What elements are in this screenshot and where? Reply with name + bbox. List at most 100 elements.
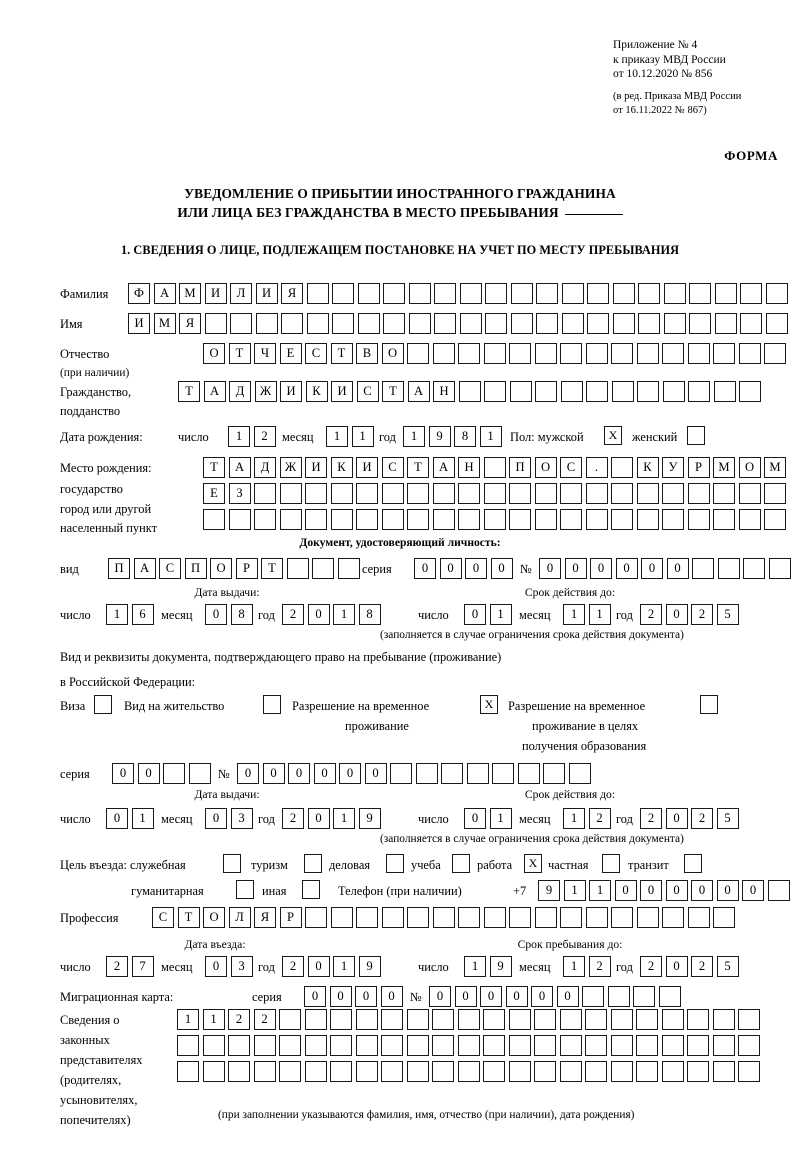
char-cell[interactable]: О	[203, 343, 225, 364]
char-cell[interactable]	[355, 1035, 378, 1056]
char-cell[interactable]: С	[560, 457, 582, 478]
char-cell[interactable]	[689, 313, 711, 334]
char-cell[interactable]	[459, 283, 482, 304]
char-cell[interactable]	[637, 381, 659, 402]
char-cell[interactable]	[509, 509, 531, 530]
char-cell[interactable]: 2	[253, 426, 276, 447]
char-cell[interactable]: 2	[691, 808, 713, 829]
char-cell[interactable]: 0	[464, 808, 486, 829]
char-cell[interactable]: С	[305, 343, 327, 364]
char-cell[interactable]: С	[152, 907, 174, 928]
char-cell[interactable]: Р	[235, 558, 258, 579]
char-cell[interactable]: 9	[358, 808, 381, 829]
char-cell[interactable]	[638, 313, 660, 334]
char-cell[interactable]: 0	[106, 808, 128, 829]
char-cell[interactable]: Я	[281, 283, 303, 304]
char-cell[interactable]	[279, 1061, 301, 1082]
legal-input-row-2[interactable]	[177, 1035, 760, 1056]
char-cell[interactable]	[381, 1009, 403, 1030]
char-cell[interactable]	[559, 1061, 582, 1082]
char-cell[interactable]	[587, 283, 609, 304]
char-cell[interactable]	[330, 483, 353, 504]
char-cell[interactable]	[610, 1061, 633, 1082]
char-cell[interactable]: 0	[691, 880, 713, 901]
char-cell[interactable]: Е	[279, 343, 302, 364]
char-cell[interactable]	[306, 283, 329, 304]
char-cell[interactable]: 0	[505, 986, 528, 1007]
char-cell[interactable]: Р	[279, 907, 302, 928]
char-cell[interactable]: Т	[228, 343, 251, 364]
char-cell[interactable]: Е	[203, 483, 225, 504]
char-cell[interactable]	[713, 509, 735, 530]
char-cell[interactable]: 0	[307, 604, 330, 625]
char-cell[interactable]: О	[738, 457, 761, 478]
purpose-study-checkbox[interactable]	[452, 854, 470, 873]
char-cell[interactable]: 1	[563, 880, 586, 901]
char-cell[interactable]: 0	[465, 558, 487, 579]
char-cell[interactable]	[357, 313, 380, 334]
char-cell[interactable]: 0	[329, 986, 352, 1007]
char-cell[interactable]	[713, 907, 735, 928]
char-cell[interactable]	[768, 558, 791, 579]
char-cell[interactable]	[458, 509, 480, 530]
char-cell[interactable]: 8	[358, 604, 381, 625]
char-cell[interactable]	[383, 313, 405, 334]
char-cell[interactable]: 0	[564, 558, 587, 579]
char-cell[interactable]: 1	[563, 956, 585, 977]
char-cell[interactable]	[560, 907, 582, 928]
char-cell[interactable]: С	[381, 457, 404, 478]
char-cell[interactable]	[687, 907, 710, 928]
char-cell[interactable]	[508, 1009, 531, 1030]
char-cell[interactable]: 0	[429, 986, 451, 1007]
char-cell[interactable]: П	[509, 457, 531, 478]
char-cell[interactable]	[561, 283, 584, 304]
char-cell[interactable]: 0	[716, 880, 739, 901]
char-cell[interactable]	[582, 986, 604, 1007]
char-cell[interactable]: 3	[230, 808, 253, 829]
char-cell[interactable]: 5	[716, 604, 739, 625]
char-cell[interactable]: 0	[237, 763, 259, 784]
char-cell[interactable]	[543, 763, 565, 784]
char-cell[interactable]	[689, 283, 711, 304]
char-cell[interactable]: 1	[228, 426, 250, 447]
char-cell[interactable]	[764, 509, 786, 530]
char-cell[interactable]: М	[764, 457, 786, 478]
char-cell[interactable]	[332, 283, 354, 304]
char-cell[interactable]	[407, 483, 429, 504]
char-cell[interactable]: И	[331, 381, 353, 402]
temp-residence-checkbox[interactable]: X	[480, 695, 498, 714]
char-cell[interactable]: 0	[205, 604, 227, 625]
char-cell[interactable]: 0	[112, 763, 134, 784]
char-cell[interactable]	[330, 907, 353, 928]
char-cell[interactable]: 1	[479, 426, 502, 447]
char-cell[interactable]	[457, 1009, 480, 1030]
char-cell[interactable]	[687, 483, 710, 504]
char-cell[interactable]	[585, 343, 608, 364]
char-cell[interactable]	[662, 343, 684, 364]
char-cell[interactable]: 2	[691, 604, 713, 625]
char-cell[interactable]	[458, 483, 480, 504]
char-cell[interactable]: 1	[351, 426, 374, 447]
char-cell[interactable]	[408, 313, 431, 334]
char-cell[interactable]: 1	[489, 604, 512, 625]
char-cell[interactable]: А	[153, 283, 176, 304]
char-cell[interactable]	[586, 381, 608, 402]
char-cell[interactable]: Р	[687, 457, 710, 478]
char-cell[interactable]: М	[179, 283, 201, 304]
char-cell[interactable]	[305, 907, 327, 928]
char-cell[interactable]	[390, 763, 412, 784]
char-cell[interactable]: К	[330, 457, 353, 478]
char-cell[interactable]	[560, 343, 582, 364]
char-cell[interactable]: 9	[428, 426, 451, 447]
char-cell[interactable]: 0	[641, 558, 663, 579]
char-cell[interactable]	[611, 343, 633, 364]
char-cell[interactable]: 0	[313, 763, 336, 784]
